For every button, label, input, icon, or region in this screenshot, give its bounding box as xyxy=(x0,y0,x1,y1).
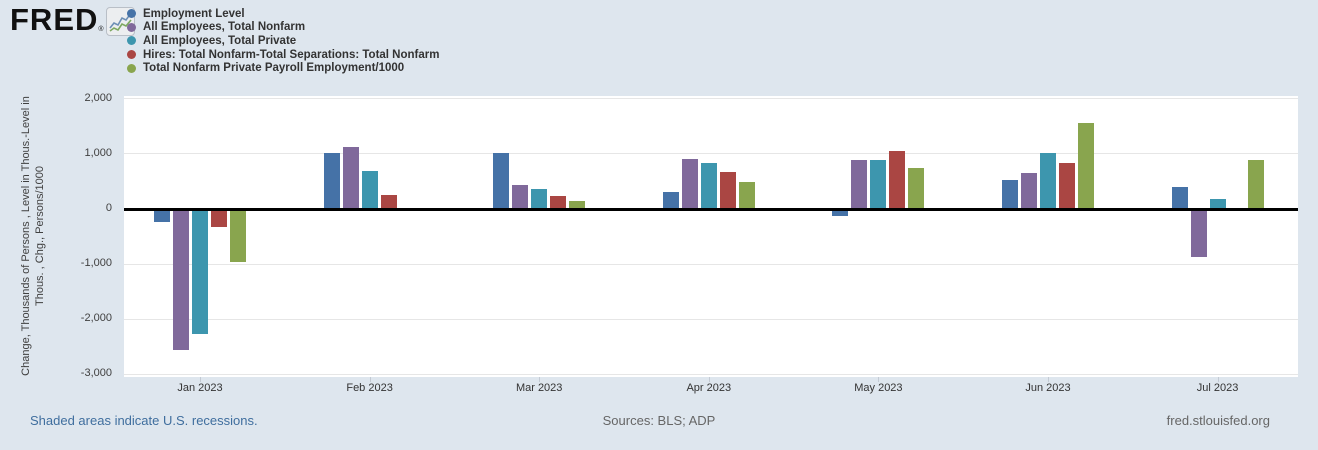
recession-note: Shaded areas indicate U.S. recessions. xyxy=(30,413,258,428)
legend-item: All Employees, Total Private xyxy=(127,34,439,48)
legend-color-dot xyxy=(127,36,136,46)
bar-may-series5[interactable] xyxy=(908,167,925,209)
x-tick-label: Mar 2023 xyxy=(515,382,563,394)
bar-apr-series5[interactable] xyxy=(738,182,755,209)
bar-jan-series1[interactable] xyxy=(154,209,170,222)
x-tick-label: Apr 2023 xyxy=(686,382,732,394)
legend-item-label: All Employees, Total Private xyxy=(143,34,297,47)
bar-jun-series1[interactable] xyxy=(1002,179,1018,209)
legend-item-label: Employment Level xyxy=(143,7,245,20)
bar-apr-series1[interactable] xyxy=(662,191,679,209)
fred-logo: FRED ® xyxy=(10,2,135,37)
legend-item: Hires: Total Nonfarm-Total Separations: … xyxy=(127,48,439,62)
bar-mar-series3[interactable] xyxy=(531,188,548,209)
legend-item: Employment Level xyxy=(127,7,439,21)
bar-jun-series3[interactable] xyxy=(1040,153,1056,209)
bar-jan-series3[interactable] xyxy=(192,209,208,335)
gridline xyxy=(124,373,1298,375)
x-tick-label: Feb 2023 xyxy=(346,382,393,394)
y-tick-label: 2,000 xyxy=(84,91,112,104)
x-tick-mark xyxy=(200,377,201,382)
gridline xyxy=(124,263,1298,265)
bar-may-series2[interactable] xyxy=(851,160,868,209)
x-tick-label: Jul 2023 xyxy=(1196,382,1239,394)
sources-text: Sources: BLS; ADP xyxy=(602,413,716,428)
x-tick-mark xyxy=(878,377,880,382)
legend-item-label: Total Nonfarm Private Payroll Employment… xyxy=(143,62,405,75)
legend-item-label: Hires: Total Nonfarm-Total Separations: … xyxy=(143,48,440,61)
legend-item: Total Nonfarm Private Payroll Employment… xyxy=(127,61,439,75)
site-watermark: fred.stlouisfed.org xyxy=(1166,413,1270,428)
bar-may-series1[interactable] xyxy=(832,209,849,217)
y-axis-title: Change, Thousands of Persons , Level in … xyxy=(20,71,48,401)
y-tick-label: -1,000 xyxy=(80,257,112,270)
x-tick-label: May 2023 xyxy=(854,382,903,394)
y-tick-label: 0 xyxy=(105,202,112,214)
bar-jun-series2[interactable] xyxy=(1021,173,1037,209)
bar-jun-series4[interactable] xyxy=(1059,162,1075,209)
bar-jan-series5[interactable] xyxy=(230,209,246,263)
x-tick-mark xyxy=(1048,377,1049,382)
y-axis-title-line2: Thous. , Chg., Persons/1000 xyxy=(33,165,46,307)
gridline xyxy=(124,318,1298,320)
bar-mar-series2[interactable] xyxy=(512,185,529,209)
registered-mark: ® xyxy=(98,26,104,33)
legend-color-dot xyxy=(127,9,136,19)
legend-item: All Employees, Total Nonfarm xyxy=(127,21,439,35)
legend-item-label: All Employees, Total Nonfarm xyxy=(143,21,306,34)
legend-color-dot xyxy=(127,22,136,32)
x-tick-mark xyxy=(369,377,371,382)
x-tick-mark xyxy=(1217,377,1219,382)
bar-apr-series3[interactable] xyxy=(700,163,717,209)
gridline xyxy=(124,98,1298,100)
bar-feb-series2[interactable] xyxy=(342,146,359,209)
bar-apr-series2[interactable] xyxy=(681,159,698,209)
x-tick-mark xyxy=(539,377,541,382)
legend-color-dot xyxy=(127,50,136,60)
bar-jan-series2[interactable] xyxy=(173,209,189,350)
y-tick-label: -3,000 xyxy=(80,367,112,380)
x-tick-label: Jan 2023 xyxy=(177,382,223,394)
bar-may-series3[interactable] xyxy=(870,160,887,209)
x-tick-mark xyxy=(708,377,710,382)
y-tick-label: -2,000 xyxy=(80,312,112,325)
bar-jul-series3[interactable] xyxy=(1209,199,1226,209)
x-tick-label: Jun 2023 xyxy=(1025,382,1071,394)
bar-may-series4[interactable] xyxy=(889,151,906,209)
bar-feb-series3[interactable] xyxy=(361,171,378,209)
y-axis-title-line1: Change, Thousands of Persons , Level in … xyxy=(20,96,32,376)
bar-jul-series1[interactable] xyxy=(1171,187,1188,209)
bar-feb-series4[interactable] xyxy=(380,195,397,209)
bar-apr-series4[interactable] xyxy=(719,172,736,209)
plot-area xyxy=(124,96,1298,377)
zero-axis-line xyxy=(124,207,1298,211)
legend: Employment Level All Employees, Total Non… xyxy=(127,7,439,75)
bar-jul-series2[interactable] xyxy=(1190,209,1207,257)
legend-color-dot xyxy=(127,63,136,73)
gridline xyxy=(124,153,1298,155)
fred-logo-text: FRED xyxy=(10,2,99,37)
bar-mar-series1[interactable] xyxy=(493,153,510,209)
y-tick-label: 1,000 xyxy=(84,146,112,159)
bar-mar-series4[interactable] xyxy=(550,195,567,209)
bar-jul-series5[interactable] xyxy=(1247,159,1264,209)
bar-jun-series5[interactable] xyxy=(1078,123,1094,209)
bar-jan-series4[interactable] xyxy=(211,209,227,227)
bar-feb-series1[interactable] xyxy=(323,153,340,209)
bar-mar-series5[interactable] xyxy=(569,201,586,209)
